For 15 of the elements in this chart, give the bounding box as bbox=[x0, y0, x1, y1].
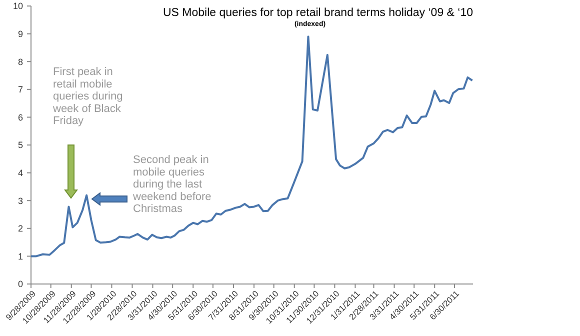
y-tick-label: 4 bbox=[18, 168, 23, 178]
y-tick-label: 3 bbox=[18, 196, 23, 206]
y-tick-label: 5 bbox=[18, 140, 23, 150]
y-tick-label: 7 bbox=[18, 84, 23, 95]
y-tick-label: 8 bbox=[18, 56, 23, 67]
y-tick-label: 0 bbox=[18, 279, 23, 290]
y-tick-label: 9 bbox=[18, 28, 23, 39]
y-tick-label: 6 bbox=[18, 112, 23, 122]
y-tick-label: 10 bbox=[12, 1, 23, 12]
annotation: Second peak in mobile queries during the last weekend before Christmas bbox=[132, 154, 212, 216]
y-tick-label: 2 bbox=[18, 224, 23, 234]
line-series bbox=[30, 36, 474, 258]
y-tick-label: 1 bbox=[18, 251, 23, 262]
chart-title: US Mobile queries for top retail brand terms holiday ‘09 & ‘10 bbox=[162, 7, 474, 19]
annotation: First peak in retail mobile queries during week of Black Friday bbox=[52, 66, 123, 128]
